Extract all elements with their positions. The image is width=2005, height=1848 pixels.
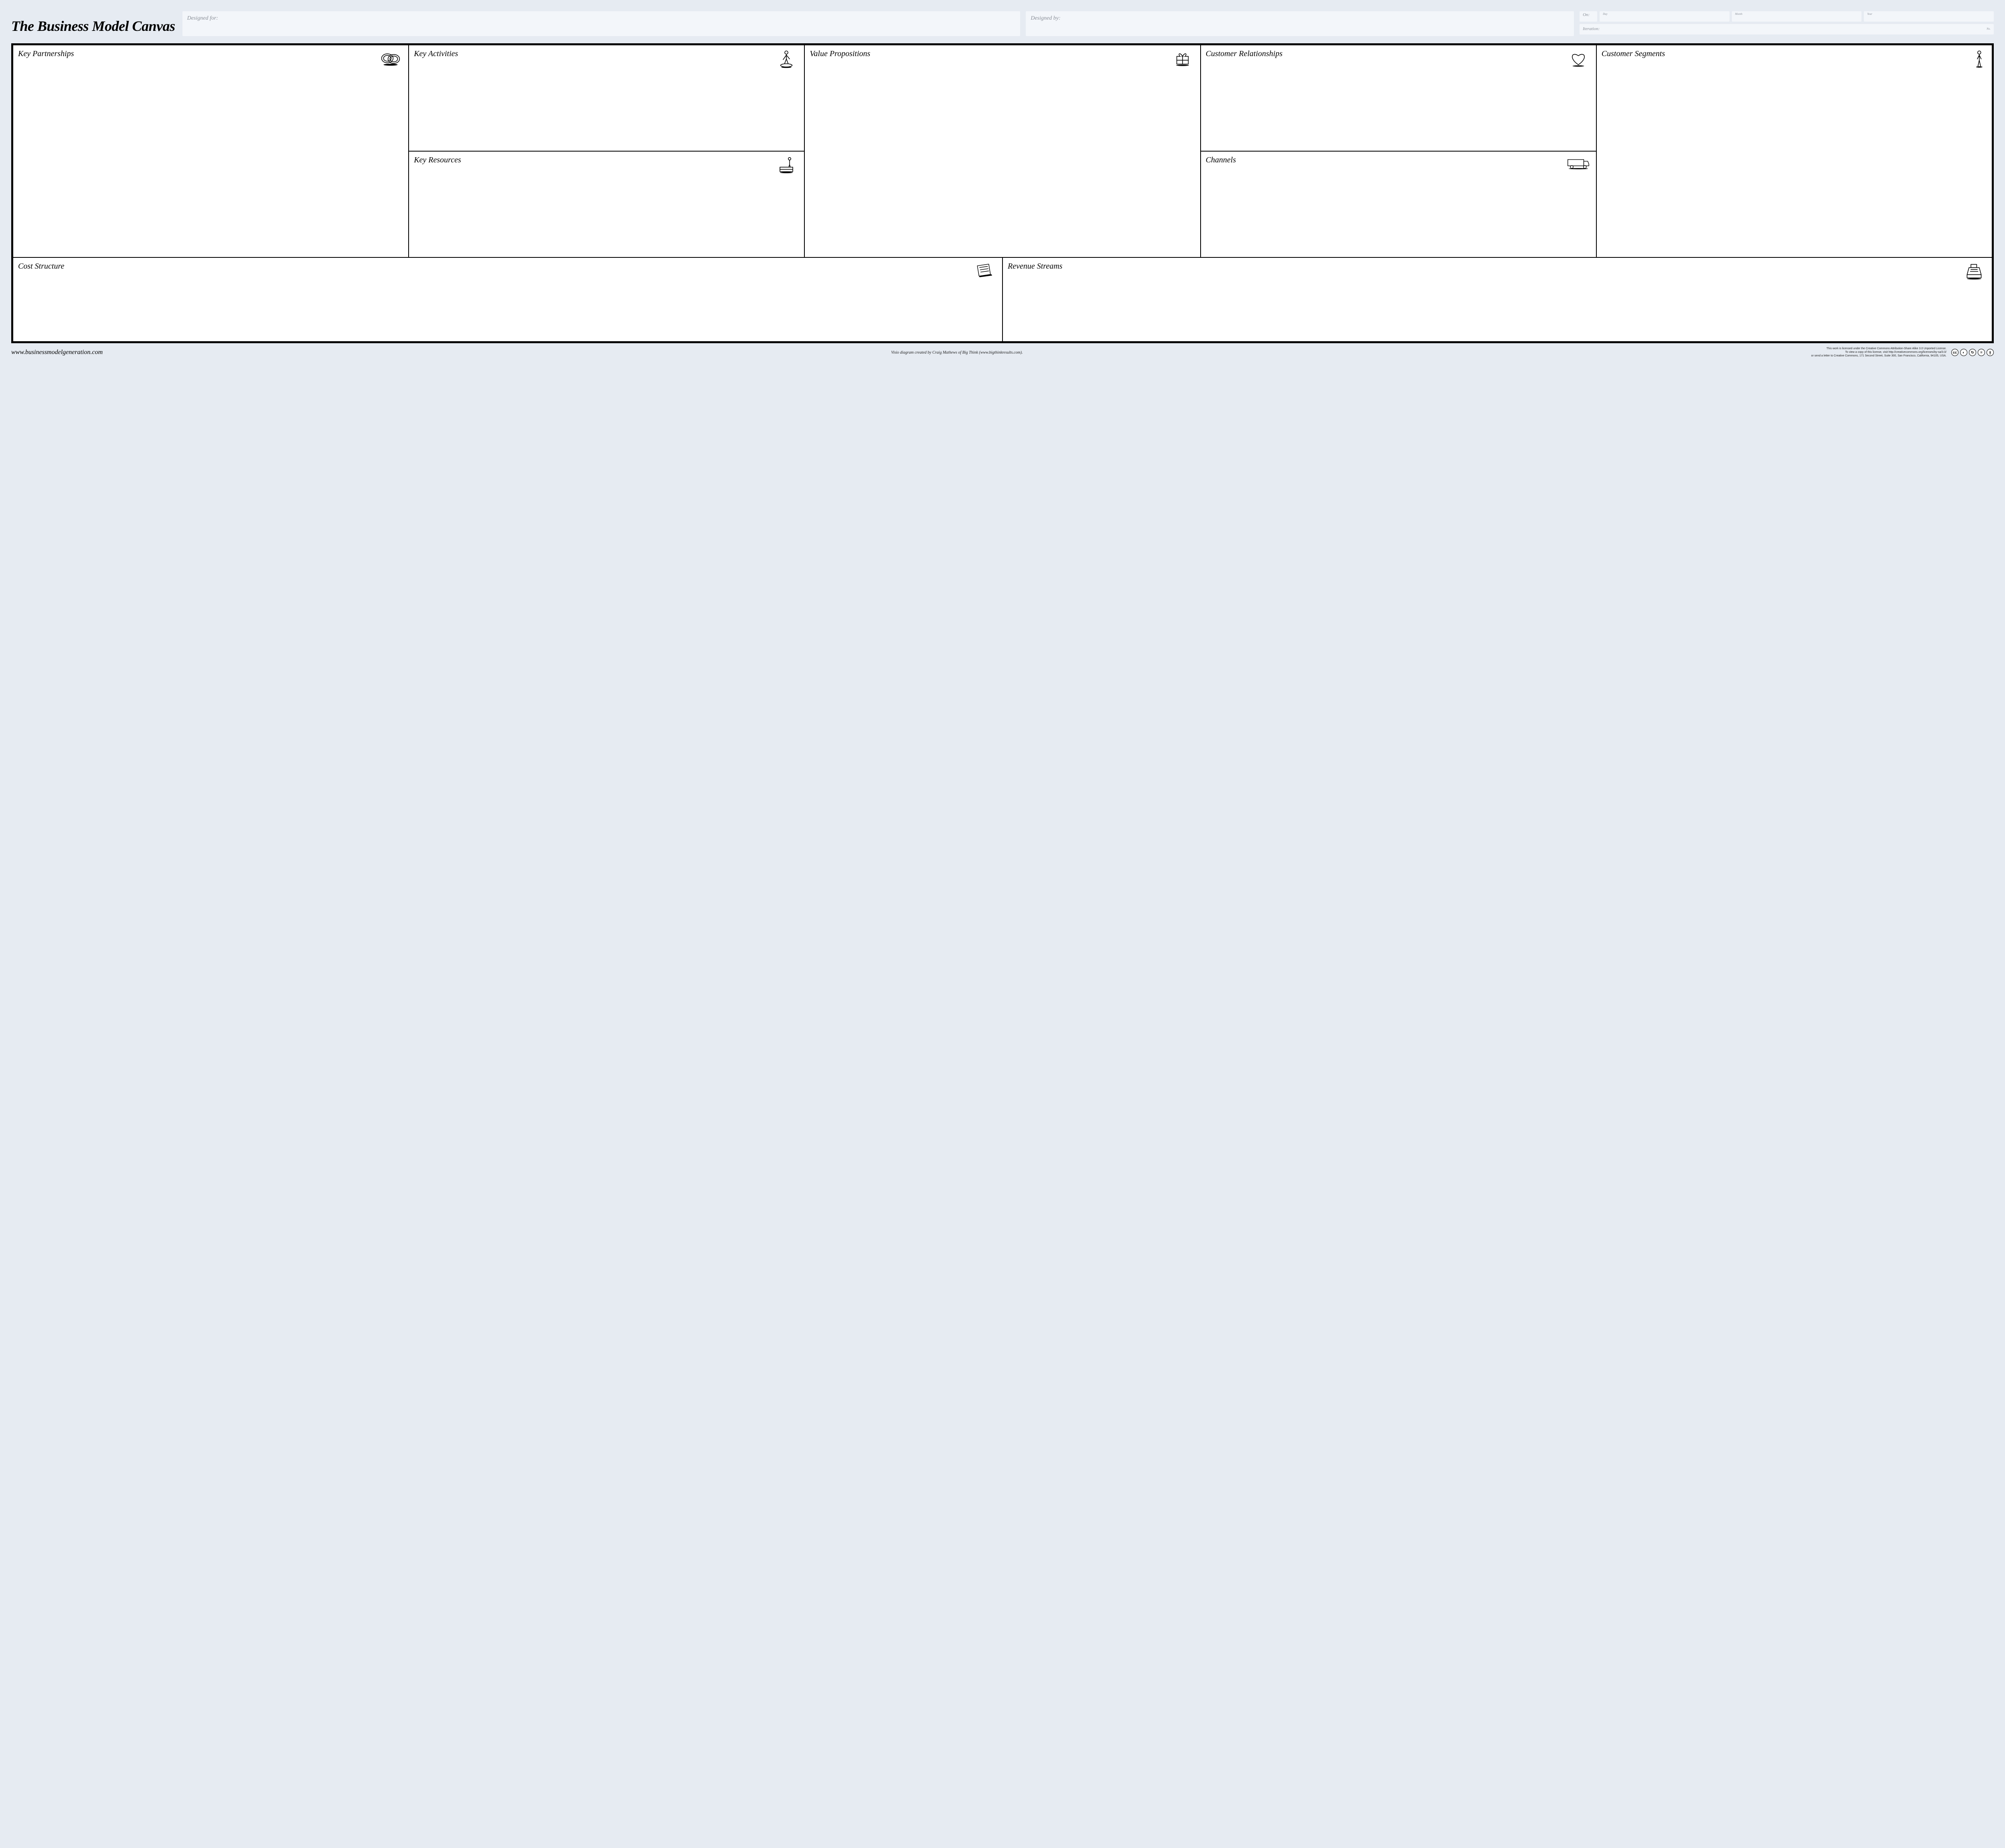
cell-key-activities[interactable]: Key Activities xyxy=(409,45,804,151)
factory-icon xyxy=(774,156,799,176)
license-text: This work is licensed under the Creative… xyxy=(1811,347,1946,358)
cell-title-value-propositions: Value Propositions xyxy=(810,49,870,58)
cell-customer-segments[interactable]: Customer Segments xyxy=(1596,45,1992,257)
cc-badge-cc: cc xyxy=(1951,349,1958,356)
designed-for-label: Designed for: xyxy=(187,15,218,21)
date-iteration-column: On: Day Month Year Iteration: No. xyxy=(1580,11,1994,36)
on-month-box[interactable]: Month xyxy=(1732,11,1862,22)
meta-fields: Designed for: Designed by: On: Day Month… xyxy=(182,11,1994,36)
cell-value-propositions[interactable]: Value Propositions xyxy=(804,45,1200,257)
footer: www.businessmodelgeneration.com Visio di… xyxy=(11,347,1994,358)
on-label: On: xyxy=(1583,13,1590,17)
iteration-box[interactable]: Iteration: No. xyxy=(1580,24,1994,34)
cell-cost-structure[interactable]: Cost Structure xyxy=(13,257,1003,342)
iteration-label: Iteration: xyxy=(1583,27,1600,31)
on-day-box[interactable]: Day xyxy=(1600,11,1730,22)
license-line-1: This work is licensed under the Creative… xyxy=(1811,347,1946,351)
cc-badge-sa: ↻ xyxy=(1969,349,1976,356)
paper-icon xyxy=(972,262,997,283)
footer-url: www.businessmodelgeneration.com xyxy=(11,349,103,356)
cell-title-key-resources: Key Resources xyxy=(414,156,461,164)
on-year-label: Year xyxy=(1867,13,1872,16)
designed-by-box[interactable]: Designed by: xyxy=(1026,11,1574,36)
page-title: The Business Model Canvas xyxy=(11,11,175,34)
iteration-sublabel: No. xyxy=(1987,28,1991,30)
gift-icon xyxy=(1170,49,1195,70)
cell-customer-relationships[interactable]: Customer Relationships xyxy=(1201,45,1596,151)
cell-revenue-streams[interactable]: Revenue Streams xyxy=(1003,257,1992,342)
header: The Business Model Canvas Designed for: … xyxy=(11,11,1994,36)
rings-icon xyxy=(378,49,403,70)
cell-title-revenue-streams: Revenue Streams xyxy=(1008,262,1062,271)
heart-icon xyxy=(1566,49,1591,70)
license-line-3: or send a letter to Creative Commons, 17… xyxy=(1811,354,1946,358)
register-icon xyxy=(1961,262,1987,283)
cell-title-cost-structure: Cost Structure xyxy=(18,262,64,271)
footer-credit: Visio diagram created by Craig Mathews o… xyxy=(891,350,1023,355)
cell-title-customer-relationships: Customer Relationships xyxy=(1206,49,1283,58)
canvas-grid: Key Partnerships Key Activities xyxy=(11,43,1994,343)
on-year-box[interactable]: Year xyxy=(1864,11,1994,22)
license-line-2: To view a copy of this license, visit ht… xyxy=(1811,351,1946,354)
cell-channels[interactable]: Channels xyxy=(1201,151,1596,257)
cell-key-partnerships[interactable]: Key Partnerships xyxy=(13,45,409,257)
designed-by-label: Designed by: xyxy=(1031,15,1060,21)
designed-for-box[interactable]: Designed for: xyxy=(182,11,1021,36)
cell-title-key-activities: Key Activities xyxy=(414,49,458,58)
on-month-label: Month xyxy=(1735,13,1742,16)
worker-icon xyxy=(774,49,799,70)
cc-badge-person: 𖨆 xyxy=(1987,349,1994,356)
cell-title-channels: Channels xyxy=(1206,156,1236,164)
cell-title-key-partnerships: Key Partnerships xyxy=(18,49,74,58)
cell-title-customer-segments: Customer Segments xyxy=(1602,49,1665,58)
truck-icon xyxy=(1566,156,1591,176)
person-icon xyxy=(1961,49,1987,70)
cc-badges: cc ◐ ↻ = 𖨆 xyxy=(1951,349,1994,356)
cc-badge-nd: = xyxy=(1978,349,1985,356)
cell-key-resources[interactable]: Key Resources xyxy=(409,151,804,257)
on-box[interactable]: On: xyxy=(1580,11,1597,22)
on-day-label: Day xyxy=(1603,13,1608,16)
cc-badge-by: ◐ xyxy=(1960,349,1967,356)
